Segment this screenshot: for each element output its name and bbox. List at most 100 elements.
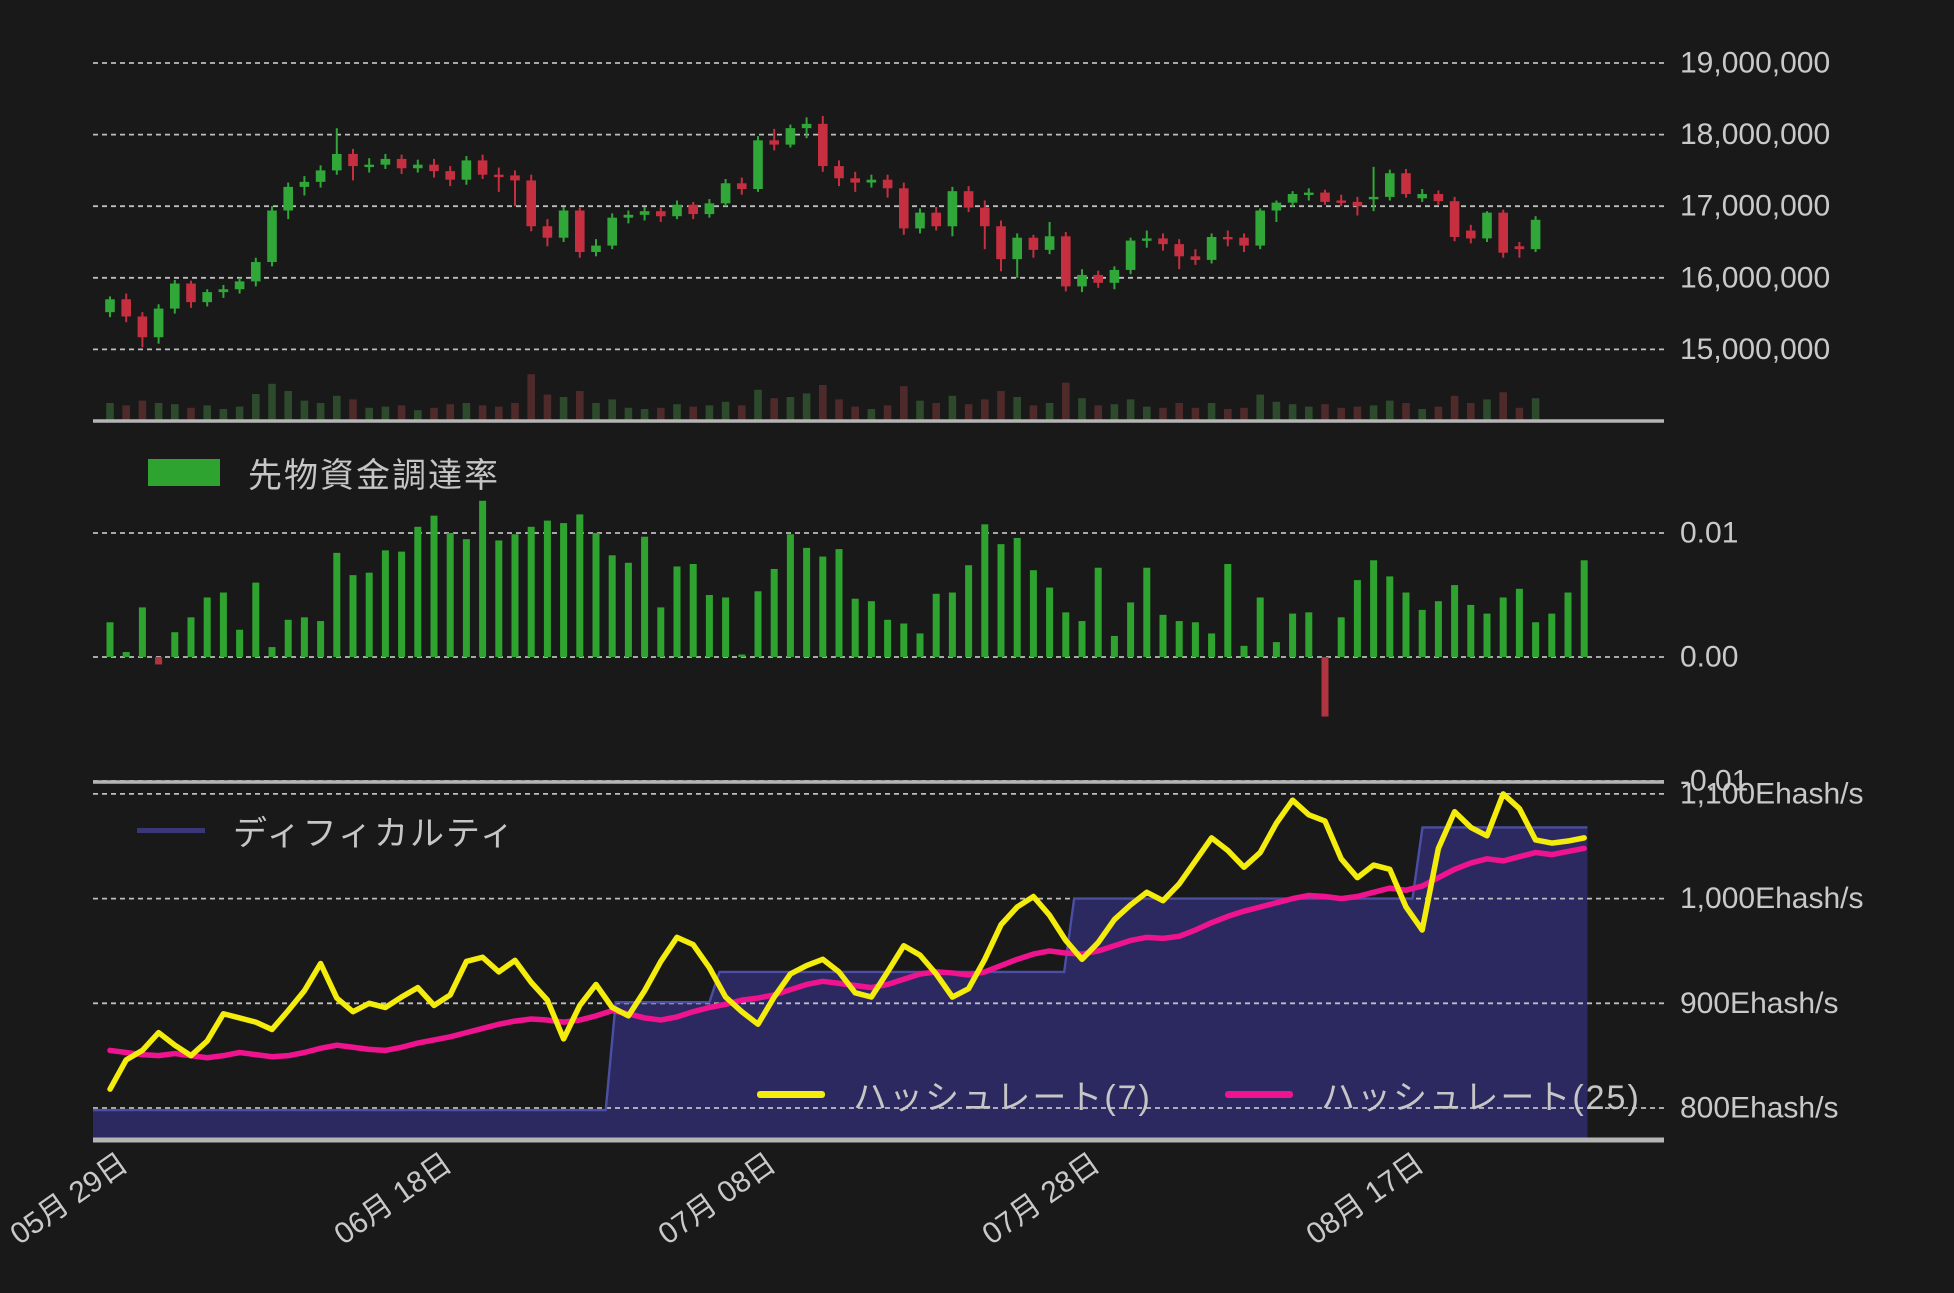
hashrate7-legend[interactable]: ハッシュレート(7) — [757, 1070, 1152, 1119]
y-axis-label: -0.01 — [1680, 765, 1748, 798]
candle-body — [704, 203, 715, 215]
candle-body — [607, 217, 617, 246]
candle-body — [218, 289, 229, 293]
hashrate25-legend-label: ハッシュレート(25) — [1321, 1079, 1641, 1117]
volume-bar — [527, 374, 535, 421]
volume-bar — [1159, 407, 1167, 421]
volume-bar — [1175, 403, 1183, 421]
volume-bar — [414, 410, 422, 421]
funding-bar — [268, 647, 276, 657]
volume-bar — [592, 403, 600, 421]
funding-bar — [1451, 585, 1459, 657]
candle-body — [1368, 196, 1379, 200]
y-axis-label: 1,000Ehash/s — [1680, 882, 1863, 915]
funding-bar — [1224, 564, 1232, 657]
funding-bar — [835, 549, 843, 657]
candle-body — [769, 140, 779, 145]
volume-bar — [1288, 404, 1297, 421]
y-axis-label: 1,100Ehash/s — [1680, 777, 1863, 810]
difficulty-legend-swatch — [137, 828, 205, 833]
funding-rate-legend[interactable]: 先物資金調達率 — [148, 448, 500, 497]
volume-bar — [1272, 401, 1281, 421]
candle-body — [494, 174, 504, 178]
difficulty-legend[interactable]: ディフィカルティ — [137, 806, 516, 855]
funding-bar — [900, 623, 908, 657]
candle-body — [445, 171, 455, 180]
volume-bar — [1434, 406, 1443, 421]
funding-bar — [641, 536, 649, 657]
funding-bar — [138, 607, 146, 657]
funding-bar — [479, 500, 487, 657]
candle-body — [785, 128, 796, 145]
funding-bar — [1256, 597, 1264, 657]
candle-body — [396, 158, 407, 169]
candle-body — [1482, 212, 1492, 239]
funding-bar — [576, 514, 584, 657]
candle-body — [866, 179, 877, 183]
candle-body — [882, 179, 893, 189]
candle-body — [558, 210, 569, 238]
candle-body — [461, 160, 472, 180]
volume-bar — [1045, 403, 1054, 421]
volume-bar — [1191, 407, 1200, 421]
candle-body — [720, 183, 731, 204]
funding-bar — [333, 552, 341, 657]
candle-body — [1287, 194, 1298, 203]
volume-bar — [721, 401, 730, 421]
volume-bar — [900, 386, 908, 421]
candle-body — [1466, 230, 1476, 239]
volume-bar — [1029, 405, 1038, 421]
candle-body — [1158, 238, 1168, 245]
funding-bar — [381, 550, 389, 657]
funding-bar — [511, 534, 519, 657]
x-axis-label: 06月 18日 — [328, 1147, 458, 1252]
candle-body — [477, 160, 488, 175]
funding-bar — [754, 591, 762, 657]
candle-body — [591, 245, 601, 253]
funding-bar — [1499, 597, 1507, 657]
funding-bar — [527, 526, 535, 657]
funding-bar — [1353, 580, 1361, 657]
candle-body — [1190, 256, 1201, 260]
funding-bar — [1305, 612, 1313, 657]
funding-bar — [997, 544, 1005, 657]
funding-bar — [300, 617, 308, 657]
funding-bar — [673, 566, 681, 657]
volume-bar — [802, 393, 811, 421]
funding-bar — [1548, 613, 1556, 657]
candle-body — [850, 178, 860, 183]
volume-bar — [835, 399, 843, 421]
volume-bar — [154, 403, 163, 421]
candle-body — [753, 140, 763, 190]
x-axis-label: 07月 08日 — [652, 1147, 782, 1252]
volume-bar — [1143, 406, 1151, 421]
funding-bar — [1110, 635, 1118, 657]
x-axis-label: 07月 28日 — [976, 1147, 1106, 1252]
candle-body — [283, 186, 293, 211]
funding-bar — [171, 632, 179, 657]
hashrate25-legend[interactable]: ハッシュレート(25) — [1225, 1070, 1641, 1119]
candle-body — [186, 283, 196, 303]
funding-bar — [1386, 576, 1394, 657]
funding-bar — [1062, 612, 1070, 657]
candle-body — [1061, 236, 1071, 287]
volume-bar — [365, 407, 373, 421]
funding-bar — [236, 629, 244, 657]
funding-bar — [155, 657, 163, 665]
candle-body — [380, 158, 391, 165]
funding-bar — [106, 622, 114, 657]
funding-bar — [1029, 570, 1037, 657]
funding-bar — [1467, 604, 1475, 657]
volume-bar — [511, 403, 519, 421]
volume-bar — [446, 404, 454, 421]
candle-body — [1142, 238, 1152, 241]
funding-bar — [284, 619, 292, 657]
volume-bar — [1062, 382, 1070, 421]
funding-bar — [1418, 609, 1426, 657]
volume-bar — [932, 403, 940, 421]
candle-body — [1385, 173, 1395, 197]
candle-body — [688, 204, 698, 215]
y-axis-label: 0.00 — [1680, 641, 1738, 674]
